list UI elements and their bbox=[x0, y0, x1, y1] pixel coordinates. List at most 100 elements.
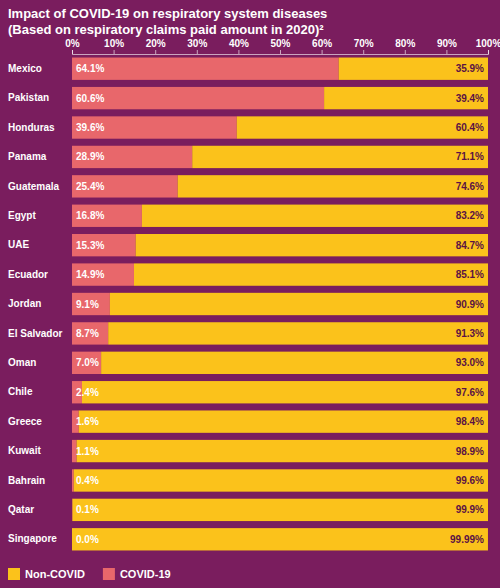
bar bbox=[72, 234, 136, 256]
data-label: 99.9% bbox=[456, 504, 484, 515]
category-label: Oman bbox=[8, 357, 36, 368]
tick: Greece bbox=[8, 416, 72, 427]
data-label: 0.1% bbox=[76, 504, 99, 515]
tick-mark bbox=[363, 50, 364, 54]
data-label: 64.1% bbox=[76, 63, 104, 74]
data-label: 39.4% bbox=[456, 93, 484, 104]
title: Impact of COVID-19 on respiratory system… bbox=[8, 6, 327, 21]
tick: 60% bbox=[312, 38, 332, 54]
tick-mark bbox=[488, 50, 489, 54]
category-label: Chile bbox=[8, 386, 33, 397]
tick: 80% bbox=[395, 38, 415, 54]
bar bbox=[72, 116, 237, 138]
category-label: Bahrain bbox=[8, 475, 45, 486]
tick-label: 60% bbox=[312, 38, 332, 49]
tick: 90% bbox=[437, 38, 457, 54]
data-label: 16.8% bbox=[76, 210, 104, 221]
tick: Honduras bbox=[8, 122, 72, 133]
data-label: 90.9% bbox=[456, 299, 484, 310]
tick-label: 10% bbox=[104, 38, 124, 49]
bar bbox=[339, 58, 488, 80]
data-label: 28.9% bbox=[76, 151, 104, 162]
bar bbox=[72, 58, 339, 80]
tick-mark bbox=[238, 50, 239, 54]
data-label: 98.4% bbox=[456, 416, 484, 427]
tick: Ecuador bbox=[8, 269, 72, 280]
data-label: 15.3% bbox=[76, 240, 104, 251]
bar bbox=[110, 293, 488, 315]
bar bbox=[74, 469, 488, 491]
chart: Impact of COVID-19 on respiratory system… bbox=[0, 0, 500, 588]
bar bbox=[77, 440, 488, 462]
legend-label: COVID-19 bbox=[120, 568, 171, 580]
tick: UAE bbox=[8, 239, 72, 250]
tick-mark bbox=[322, 50, 323, 54]
bar bbox=[192, 146, 488, 168]
tick-label: 50% bbox=[270, 38, 290, 49]
data-label: 9.1% bbox=[76, 299, 99, 310]
tick: 20% bbox=[146, 38, 166, 54]
data-label: 60.6% bbox=[76, 93, 104, 104]
tick-mark bbox=[72, 50, 73, 54]
bar bbox=[82, 381, 488, 403]
data-labels: 64.1%60.6%39.6%28.9%25.4%16.8%15.3%14.9%… bbox=[76, 63, 484, 545]
tick: El Salvador bbox=[8, 328, 72, 339]
bar bbox=[237, 116, 488, 138]
x-axis: 0%10%20%30%40%50%60%70%80%90%100% bbox=[65, 38, 500, 55]
tick: Jordan bbox=[8, 298, 72, 309]
data-label: 85.1% bbox=[456, 269, 484, 280]
bar bbox=[134, 263, 488, 285]
tick: Kuwait bbox=[8, 445, 72, 456]
bar bbox=[136, 234, 488, 256]
category-label: Ecuador bbox=[8, 269, 48, 280]
category-label: Qatar bbox=[8, 504, 34, 515]
data-label: 25.4% bbox=[76, 181, 104, 192]
data-label: 99.99% bbox=[450, 534, 484, 545]
data-label: 2.4% bbox=[76, 387, 99, 398]
bar bbox=[101, 352, 488, 374]
category-label: Greece bbox=[8, 416, 42, 427]
data-label: 60.4% bbox=[456, 122, 484, 133]
tick: 50% bbox=[270, 38, 290, 54]
tick: Mexico bbox=[8, 63, 72, 74]
tick-label: 100% bbox=[476, 38, 500, 49]
tick: Qatar bbox=[8, 504, 72, 515]
category-label: UAE bbox=[8, 239, 29, 250]
tick-label: 90% bbox=[437, 38, 457, 49]
y-axis: MexicoPakistanHondurasPanamaGuatemalaEgy… bbox=[8, 63, 72, 545]
tick: 40% bbox=[229, 38, 249, 54]
tick-mark bbox=[114, 50, 115, 54]
legend-swatch bbox=[8, 568, 20, 580]
bar bbox=[324, 87, 488, 109]
category-label: El Salvador bbox=[8, 328, 63, 339]
bar bbox=[72, 146, 192, 168]
tick: 100% bbox=[476, 38, 500, 54]
tick-mark bbox=[155, 50, 156, 54]
tick-label: 0% bbox=[65, 38, 80, 49]
data-label: 1.6% bbox=[76, 416, 99, 427]
data-label: 84.7% bbox=[456, 240, 484, 251]
tick: 0% bbox=[65, 38, 80, 54]
tick-mark bbox=[197, 50, 198, 54]
data-label: 91.3% bbox=[456, 328, 484, 339]
tick-label: 30% bbox=[187, 38, 207, 49]
bar bbox=[72, 469, 74, 491]
category-label: Egypt bbox=[8, 210, 36, 221]
tick-label: 40% bbox=[229, 38, 249, 49]
category-label: Panama bbox=[8, 151, 47, 162]
legend-label: Non-COVID bbox=[25, 568, 85, 580]
data-label: 39.6% bbox=[76, 122, 104, 133]
bar bbox=[79, 410, 488, 432]
tick: 30% bbox=[187, 38, 207, 54]
data-label: 71.1% bbox=[456, 151, 484, 162]
data-label: 97.6% bbox=[456, 387, 484, 398]
tick-label: 80% bbox=[395, 38, 415, 49]
bar bbox=[72, 528, 488, 550]
tick: Chile bbox=[8, 386, 72, 397]
tick: 10% bbox=[104, 38, 124, 54]
data-label: 74.6% bbox=[456, 181, 484, 192]
category-label: Jordan bbox=[8, 298, 41, 309]
tick: Singapore bbox=[8, 533, 72, 544]
data-label: 98.9% bbox=[456, 446, 484, 457]
bars bbox=[72, 58, 488, 551]
